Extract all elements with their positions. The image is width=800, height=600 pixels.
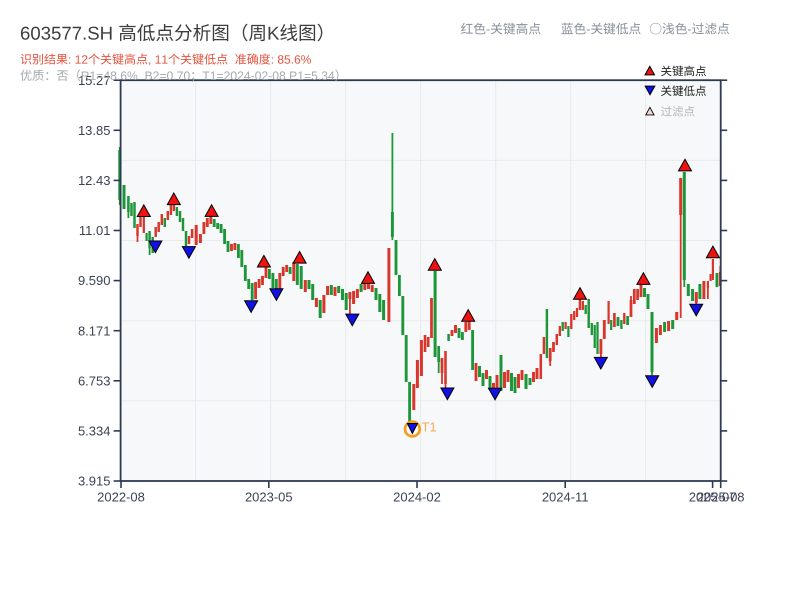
svg-text:2025-08: 2025-08	[697, 490, 745, 505]
svg-text:2025-07: 2025-07	[689, 490, 737, 505]
svg-text:12.43: 12.43	[78, 173, 111, 188]
svg-text:6.753: 6.753	[78, 373, 111, 388]
svg-text:9.590: 9.590	[78, 273, 111, 288]
svg-text:2023-05: 2023-05	[245, 490, 293, 505]
svg-text:5.334: 5.334	[78, 424, 111, 439]
svg-text:13.85: 13.85	[78, 123, 111, 138]
svg-text:2024-02: 2024-02	[393, 490, 441, 505]
svg-text:2022-08: 2022-08	[97, 490, 145, 505]
svg-text:8.171: 8.171	[78, 323, 111, 338]
svg-text:3.915: 3.915	[78, 474, 111, 489]
svg-text:11.01: 11.01	[79, 223, 111, 238]
svg-text:2024-11: 2024-11	[542, 490, 589, 505]
